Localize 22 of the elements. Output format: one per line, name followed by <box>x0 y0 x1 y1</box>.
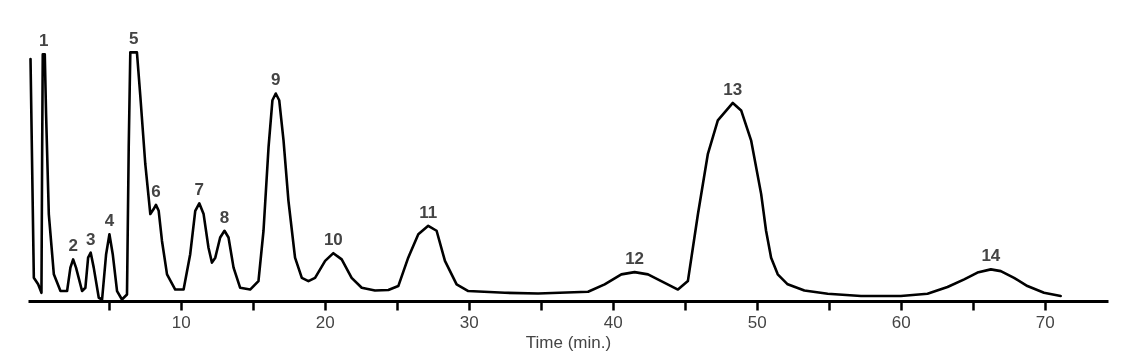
annotation: 13 <box>723 79 743 99</box>
x-tick-label: 10 <box>171 312 191 332</box>
x-tick-label: 40 <box>603 312 623 332</box>
x-tick-label: 20 <box>315 312 335 332</box>
annotation: 2 <box>68 236 78 256</box>
x-axis-title: Time (min.) <box>525 332 612 352</box>
annotation: 12 <box>625 249 645 269</box>
annotation: 6 <box>151 181 161 201</box>
annotation: 10 <box>323 230 343 250</box>
annotation: 5 <box>128 29 139 49</box>
annotation: 9 <box>271 70 281 90</box>
annotation: 7 <box>194 180 205 200</box>
annotation: 8 <box>219 207 230 227</box>
annotation: 3 <box>85 229 96 249</box>
x-tick-label: 50 <box>747 312 767 332</box>
x-tick-label: 70 <box>1035 312 1055 332</box>
annotation: 4 <box>104 211 115 231</box>
annotation: 11 <box>419 202 438 222</box>
annotation: 1 <box>39 31 49 51</box>
annotation: 14 <box>981 246 1001 266</box>
x-tick-label: 60 <box>891 312 911 332</box>
x-tick-label: 30 <box>459 312 479 332</box>
